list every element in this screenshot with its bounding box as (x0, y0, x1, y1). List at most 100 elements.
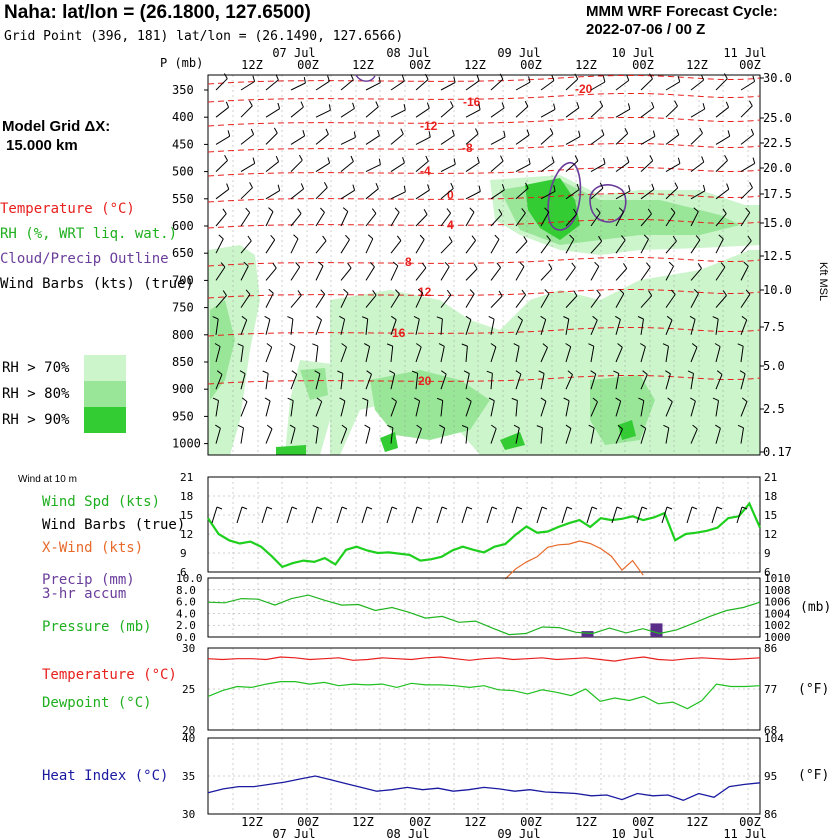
wind-barb (215, 160, 228, 172)
wind-barb (740, 187, 753, 200)
wind-barb (515, 241, 528, 254)
wind-barb (590, 373, 597, 390)
temperature-contour-label: -12 (420, 119, 438, 133)
wind-barb-feather (526, 129, 530, 136)
wind-barb (465, 293, 475, 308)
wind-barb-feather (339, 397, 346, 402)
rh-region-rh90 (525, 178, 580, 240)
wind-barb (715, 78, 728, 91)
wind-barb (665, 163, 681, 173)
wind-barb-feather (223, 73, 228, 79)
wind-barb (665, 427, 670, 444)
wind-barb (240, 319, 248, 335)
wind-barb (690, 373, 694, 390)
wind-tick-label: 9 (180, 547, 187, 560)
wind-barb-10m-feather (466, 506, 473, 510)
heat-f-tick-label: 95 (764, 770, 777, 783)
wind-barb (690, 190, 706, 200)
wind-barb (315, 240, 327, 254)
wind-barb-feather (402, 157, 405, 164)
wind-barb-feather (672, 235, 677, 242)
wind-barb-feather (697, 263, 702, 269)
wind-barb-feather (453, 76, 456, 83)
wind-barb-feather (386, 343, 393, 347)
wind-barb (690, 319, 696, 335)
wind-barb (315, 162, 330, 173)
wind-barb (290, 374, 298, 390)
wind-barb (315, 346, 319, 363)
wind-tick-label: 21 (180, 471, 193, 484)
time-label-bottom: 12Z (241, 815, 263, 829)
wind-barb (565, 160, 579, 172)
wind-barb (390, 427, 394, 444)
wind-barb-feather (391, 397, 397, 402)
wind-barb (640, 346, 646, 363)
wind-barb-feather (436, 397, 443, 401)
legend-wind-speed: Wind Spd (kts) (42, 494, 161, 510)
wind-barb (690, 132, 703, 145)
wind-barb (615, 428, 623, 444)
wind-barb (265, 293, 274, 308)
wind-barb-feather (438, 343, 445, 347)
wind-barb (440, 212, 452, 227)
wind-barb (215, 213, 227, 227)
wind-barb-feather (366, 370, 372, 375)
heat-index-line (207, 775, 761, 801)
wind-barb-feather (723, 73, 728, 79)
wind-barb (490, 160, 504, 172)
pressure-tick-label: 850 (172, 355, 194, 369)
wind-barb-feather (540, 315, 546, 320)
wind-barb-feather (352, 102, 355, 109)
rh-region-rh90 (500, 432, 525, 450)
wind-barb (615, 161, 630, 173)
wind-barb (740, 401, 748, 417)
legend-pressure: Pressure (mb) (42, 619, 152, 635)
wind-barb-feather (421, 262, 427, 269)
wind-barb-feather (250, 128, 255, 135)
wind-barb (590, 266, 600, 281)
wind-barb (215, 238, 224, 254)
wind-barb (315, 319, 322, 335)
wind-barb (515, 346, 520, 363)
pressure-precip-panel: 10.08.06.04.02.00.0 101010081006100410021… (176, 572, 791, 644)
wind-barb-feather (342, 207, 349, 212)
wind-barb (465, 401, 472, 417)
wind-barb-feather (574, 155, 579, 162)
time-axis: 12Z 12Z 00Z 00Z 12Z 12Z 00Z 00Z 12Z 12Z 00Z 00Z 12Z 1… (241, 46, 767, 840)
wind-barb-feather (724, 154, 728, 161)
wind-barb (440, 400, 444, 417)
temperature-contour-label: 16 (392, 326, 406, 340)
wind-barb (715, 213, 727, 227)
wind-barb (440, 188, 454, 200)
wind-barb (215, 295, 227, 308)
temperature-contour-label: -4 (420, 164, 431, 178)
pressure-tick-label: 1000 (764, 631, 791, 644)
wind-barb-feather (574, 73, 579, 80)
precip-tick-label: 0.0 (176, 631, 196, 644)
wind-barb (490, 239, 500, 254)
wind-barb-feather (314, 370, 321, 375)
wind-barb-feather (448, 236, 453, 242)
wind-barb (615, 239, 626, 254)
wind-barb-feather (425, 73, 429, 80)
time-label-top: 00Z (632, 58, 654, 72)
wind-barb-feather (392, 261, 399, 267)
wind-barb-feather (741, 397, 748, 402)
wind-barb-feather (490, 343, 497, 348)
wind-barb-feather (364, 343, 370, 347)
wind-barb (690, 428, 698, 444)
time-label-bottom: 12Z (352, 815, 374, 829)
wind-barb (390, 109, 406, 118)
wind-barb-10m (461, 506, 468, 524)
wind-barb (340, 267, 352, 281)
wind-barb-feather (549, 128, 554, 134)
pressure-tick-label: 500 (172, 165, 194, 179)
wind-barb (540, 268, 553, 281)
wind-barb-feather (446, 208, 451, 214)
wind-barb (215, 266, 226, 281)
wind-barb-feather (417, 288, 424, 294)
wind-barb-feather (588, 343, 595, 347)
wind-barb (515, 294, 526, 308)
pressure-tick-label: 750 (172, 301, 194, 315)
wind-barb (215, 106, 229, 118)
